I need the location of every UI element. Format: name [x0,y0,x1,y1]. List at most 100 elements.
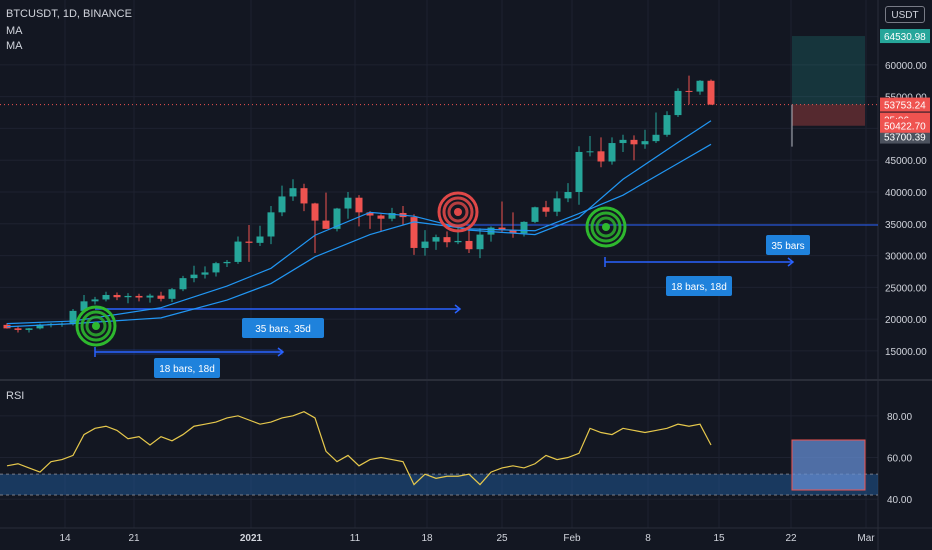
time-tick-label: 22 [785,533,797,544]
candle-body [91,299,99,302]
candle-body [179,278,187,290]
candle-body [674,90,682,116]
candle-body [124,295,132,298]
candle-body [355,197,363,213]
position-target-zone [792,36,865,105]
sell-signal-ring [437,191,479,233]
candle-body [597,151,605,162]
candle-body [344,197,352,209]
axes: 15000.00 20000.00 25000.00 30000.00 35000.00… [59,29,930,544]
sell-signal-dot [454,208,462,216]
candle-body [443,237,451,243]
rsi-pane[interactable] [0,411,878,496]
measure-35-arrow [454,304,462,314]
measure-label-35b-box [766,235,810,255]
candle-body [542,207,550,212]
measure-label-35: 35 bars, 35d [255,324,311,335]
candle-body [223,261,231,264]
candle-body [212,263,220,273]
measure-18-fill [95,349,283,355]
price-tick-label: 20000.00 [885,315,927,326]
candle-body [135,295,143,298]
indicator-ma-2[interactable]: MA [6,40,23,52]
indicator-ma-1[interactable]: MA [6,25,23,37]
candle-body [641,141,649,145]
candle-body [322,220,330,229]
ma-fast-line [6,120,712,325]
candle-body [289,188,297,197]
symbol-title[interactable]: BTCUSDT, 1D, BINANCE [6,8,132,20]
time-tick-label: 18 [421,533,433,544]
candle-body [630,139,638,145]
rsi-highlight-box [791,439,866,491]
price-tick-label: 15000.00 [885,347,927,358]
time-tick-label: 11 [350,533,361,544]
time-tick-label: 21 [128,533,140,544]
rsi-line [6,411,712,486]
measure-label-35b: 35 bars [771,241,804,252]
candle-body [201,272,209,275]
candle-body [311,203,319,221]
candle-body [377,215,385,219]
candle-body [564,192,572,199]
last-price-label: 53753.24 [884,101,926,112]
rsi-title[interactable]: RSI [6,390,25,402]
candle-body [14,328,22,330]
candle-body [454,240,462,243]
candle-body [432,237,440,242]
target-price-label-box [880,29,930,44]
buy-signal-2-ring [590,211,622,243]
candle-body [531,207,539,222]
buy-signal-2-ring [585,206,627,248]
candle-body [707,80,715,105]
currency-button[interactable]: USDT [885,6,925,23]
measure-label-18-box [154,358,220,378]
candle-body [553,198,561,212]
rsi-tick-label: 60.00 [887,454,912,465]
candle-body [509,230,517,234]
price-tick-label: 40000.00 [885,188,927,199]
position-stop-zone [792,104,865,126]
time-tick-label: Mar [857,533,875,544]
measure-35b-arrow [787,257,795,267]
buy-signal-1-ring [75,305,117,347]
stop-price-label-box [880,118,930,133]
buy-signal-1-ring [85,315,107,337]
candle-body [652,134,660,142]
candle-body [25,328,33,330]
candle-body [146,295,154,298]
candle-body [696,80,704,92]
signal-markers [75,191,627,347]
sell-signal-ring [447,201,469,223]
candle-body [245,241,253,243]
ma-slow-line [6,143,712,328]
candles [3,75,715,333]
sell-signal-ring [442,196,474,228]
cursor-price-label: 53700.39 [884,133,926,144]
candle-body [520,221,528,234]
candle-body [619,139,627,144]
candle-body [388,212,396,219]
measure-label-18b-box [666,276,732,296]
buy-signal-1-dot [92,322,100,330]
candle-body [421,241,429,248]
position-tool[interactable] [0,36,878,147]
candle-body [608,143,616,162]
measure-label-18: 18 bars, 18d [159,364,215,375]
measure-tools[interactable]: 35 bars, 35d 18 bars, 18d 35 bars 18 bars, … [94,224,878,378]
target-price-label: 64530.98 [884,32,926,43]
candle-body [102,294,110,300]
candle-body [168,289,176,299]
candle-body [69,310,77,324]
price-tick-label: 30000.00 [885,252,927,263]
candle-body [685,90,693,92]
stop-price-label: 50422.70 [884,122,926,133]
candle-body [80,301,88,311]
buy-signal-1-ring [80,310,112,342]
last-price-label-box [880,97,930,112]
time-tick-label: 15 [713,533,725,544]
candle-body [234,241,242,262]
candle-body [157,295,165,299]
candle-body [586,151,594,153]
